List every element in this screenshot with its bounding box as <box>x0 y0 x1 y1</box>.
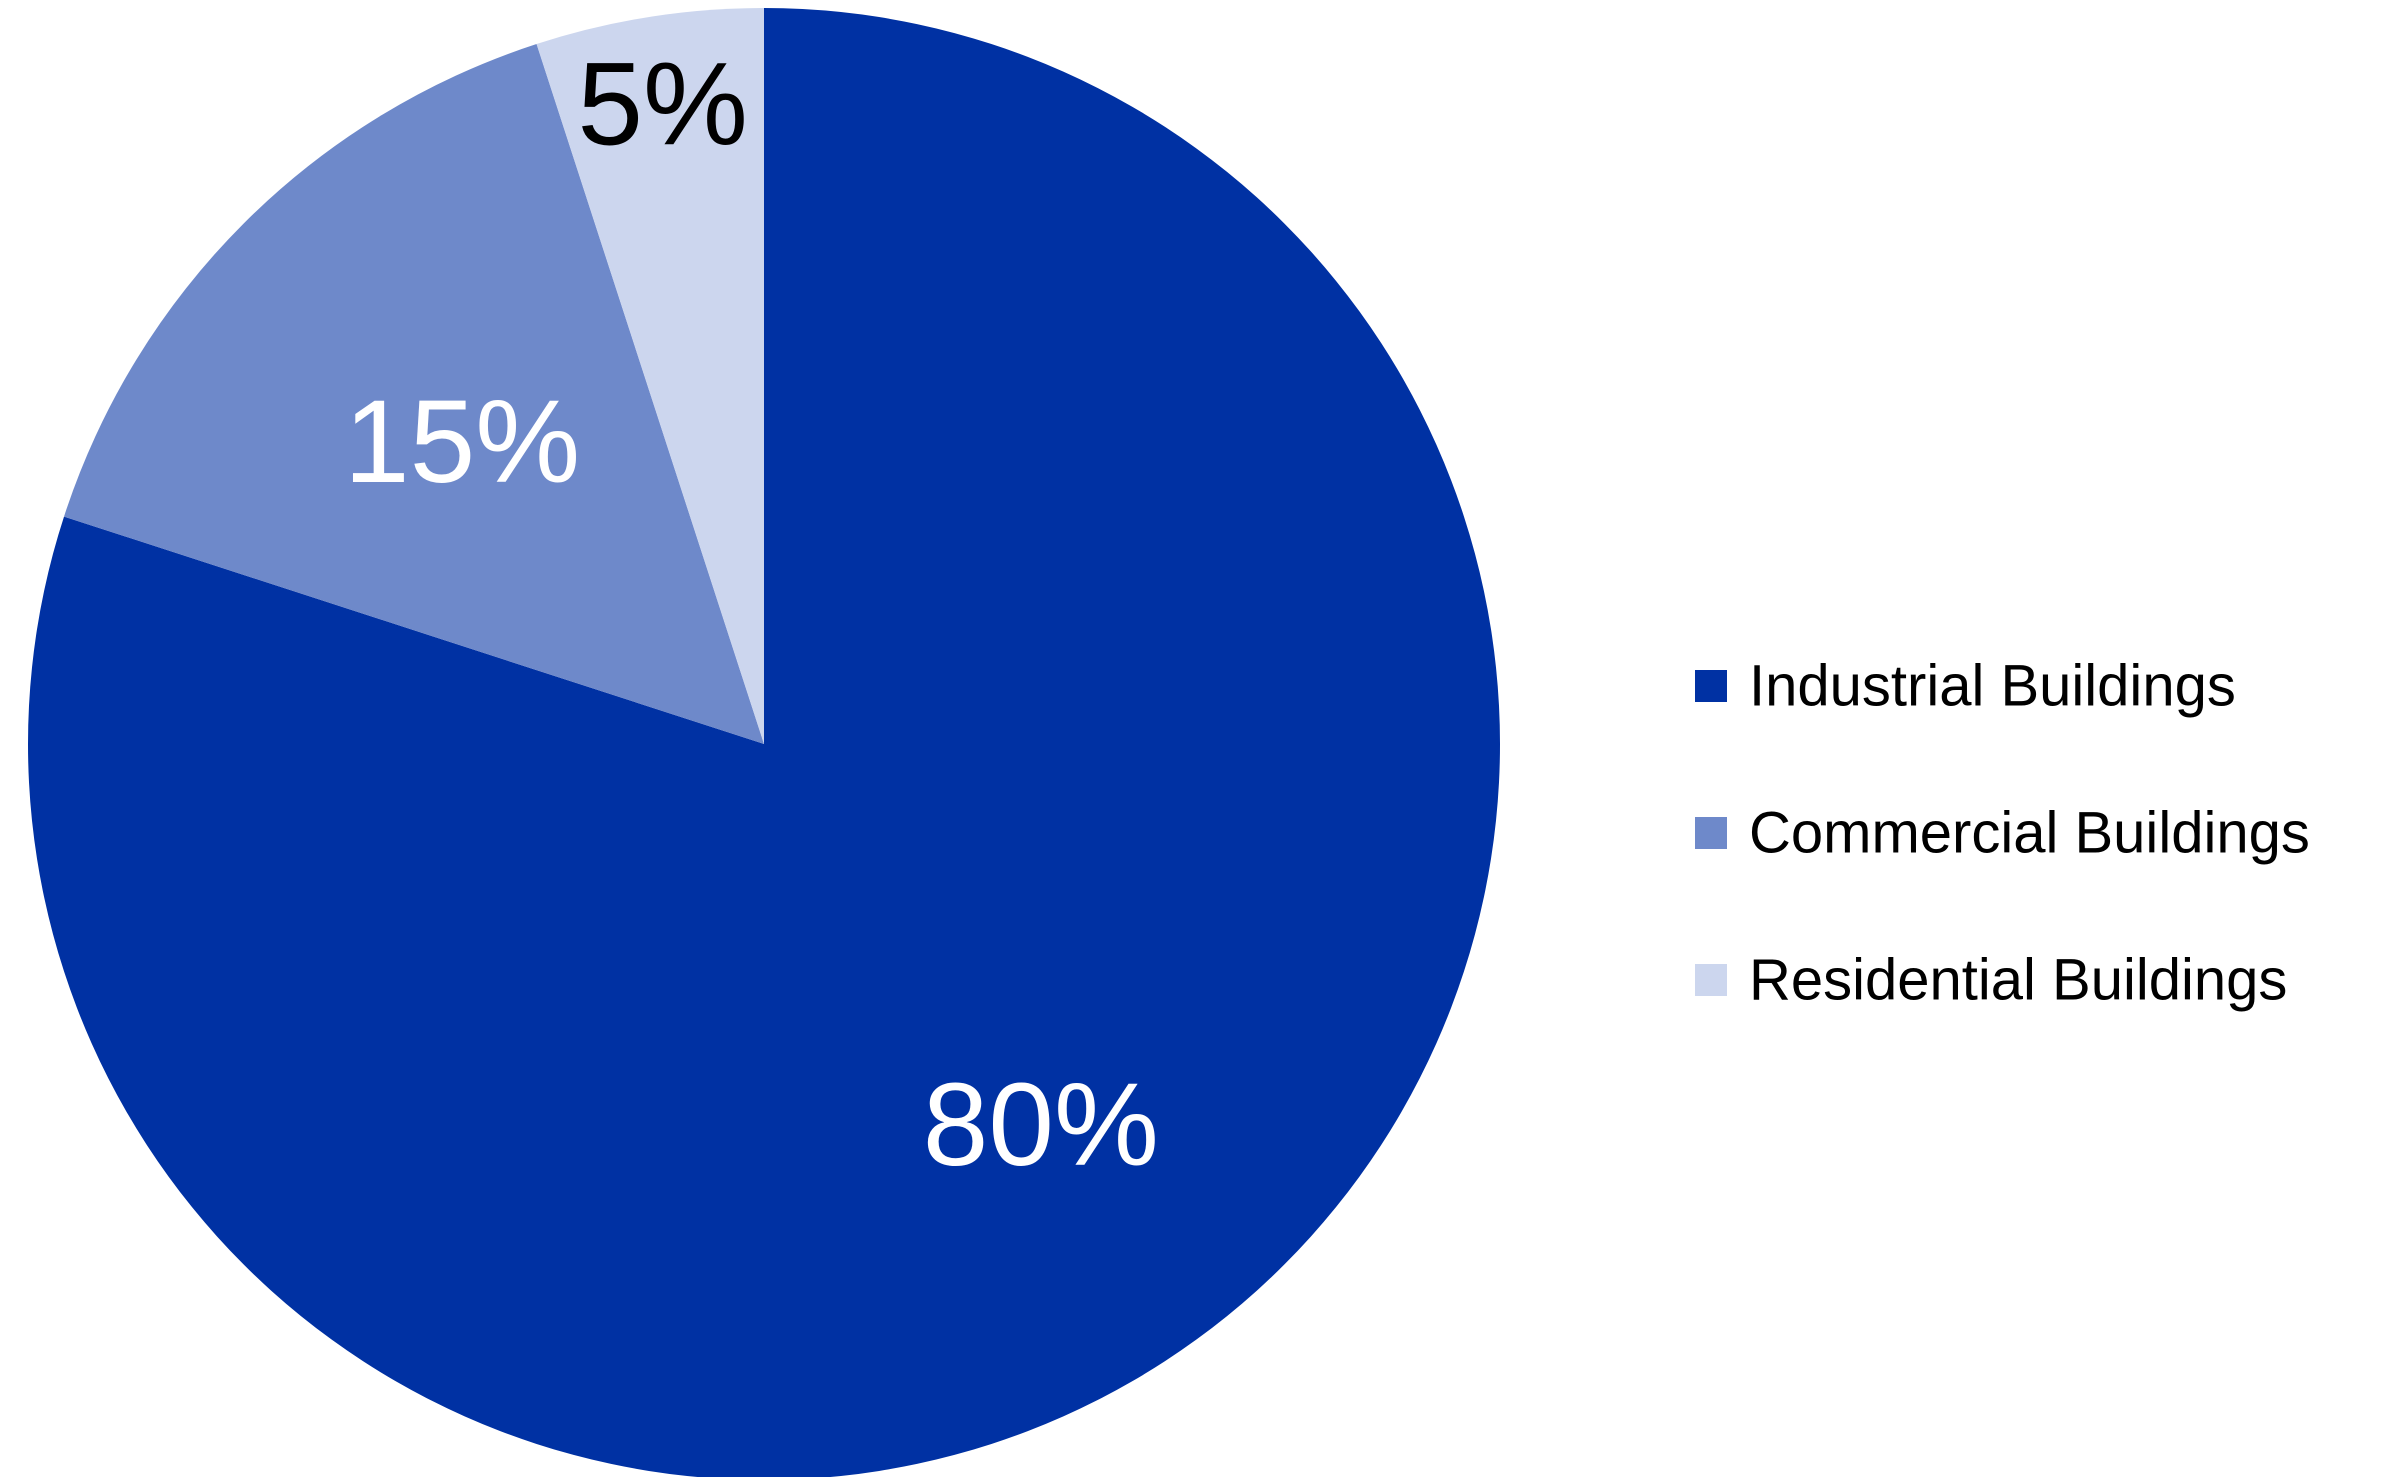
slice-label-residential-buildings: 5% <box>577 38 748 170</box>
pie-slice-commercial-buildings <box>64 44 765 745</box>
legend-swatch-residential-buildings <box>1695 964 1727 996</box>
pie-slices <box>28 8 1500 1477</box>
pie-slice-labels: 80% 15% 5% <box>344 38 1159 1191</box>
pie-slice-residential-buildings <box>536 8 764 744</box>
slice-label-commercial-buildings: 15% <box>344 376 580 508</box>
legend-label-commercial-buildings: Commercial Buildings <box>1749 801 2310 866</box>
legend-swatch-commercial-buildings <box>1695 817 1727 849</box>
pie-slice-industrial-buildings <box>28 8 1500 1477</box>
legend: Industrial Buildings Commercial Buildings… <box>1695 654 2310 1013</box>
legend-label-industrial-buildings: Industrial Buildings <box>1749 654 2236 719</box>
legend-swatch-industrial-buildings <box>1695 670 1727 702</box>
legend-label-residential-buildings: Residential Buildings <box>1749 948 2287 1013</box>
slice-label-industrial-buildings: 80% <box>923 1059 1159 1191</box>
